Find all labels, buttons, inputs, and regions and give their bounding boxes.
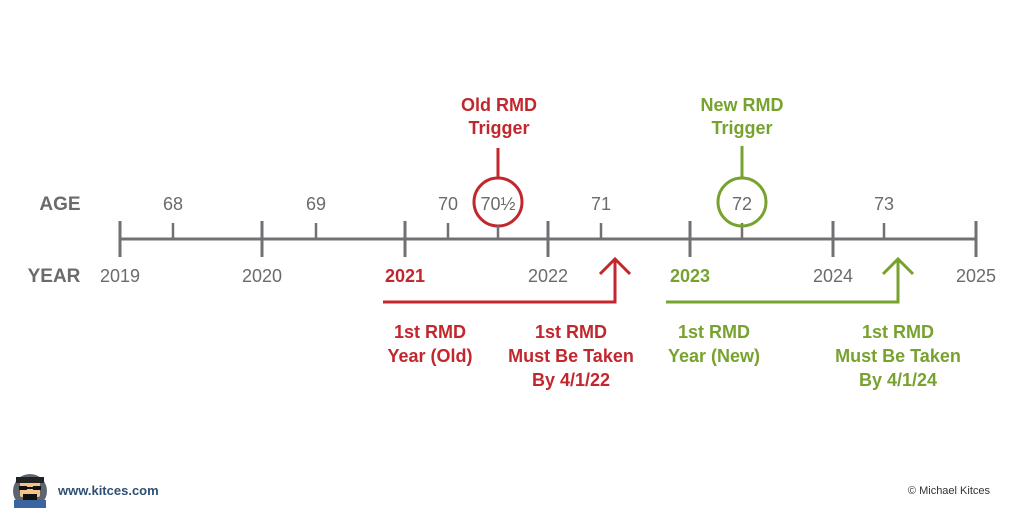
old-deadline-line-1: 1st RMD [535,322,607,342]
age-label-70-half: 70½ [480,194,515,214]
old-first-year-line-1: 1st RMD [394,322,466,342]
new-deadline-line-2: Must Be Taken [835,346,961,366]
old-trigger-marker [472,148,524,239]
old-trigger-label-line-2: Trigger [468,118,529,138]
old-deadline-line-2: Must Be Taken [508,346,634,366]
old-trigger-label-line-1: Old RMD [461,95,537,115]
old-first-year-line-2: Year (Old) [387,346,472,366]
age-row-label: AGE [39,194,80,215]
age-label-73: 73 [874,194,894,214]
new-rmd-arrow [666,256,915,304]
new-trigger-marker [716,146,768,228]
website-link[interactable]: www.kitces.com [58,483,159,498]
avatar-icon [13,474,47,508]
age-label-72: 72 [732,194,752,214]
year-label-2023: 2023 [670,266,710,286]
year-label-2021: 2021 [385,266,425,286]
year-label-2024: 2024 [813,266,853,286]
new-deadline-line-3: By 4/1/24 [859,370,937,390]
new-deadline-line-1: 1st RMD [862,322,934,342]
age-label-68: 68 [163,194,183,214]
age-label-69: 69 [306,194,326,214]
old-deadline-line-3: By 4/1/22 [532,370,610,390]
age-ticks [171,223,886,239]
year-ticks [118,221,978,257]
age-label-70: 70 [438,194,458,214]
age-label-71: 71 [591,194,611,214]
new-first-year-line-2: Year (New) [668,346,760,366]
year-label-2020: 2020 [242,266,282,286]
old-rmd-arrow [383,256,632,304]
new-trigger-label-line-1: New RMD [700,95,783,115]
new-first-year-line-1: 1st RMD [678,322,750,342]
year-label-2019: 2019 [100,266,140,286]
year-label-2025: 2025 [956,266,996,286]
new-trigger-label-line-2: Trigger [711,118,772,138]
copyright-text: © Michael Kitces [907,485,990,497]
year-label-2022: 2022 [528,266,568,286]
year-row-label: YEAR [28,266,81,287]
